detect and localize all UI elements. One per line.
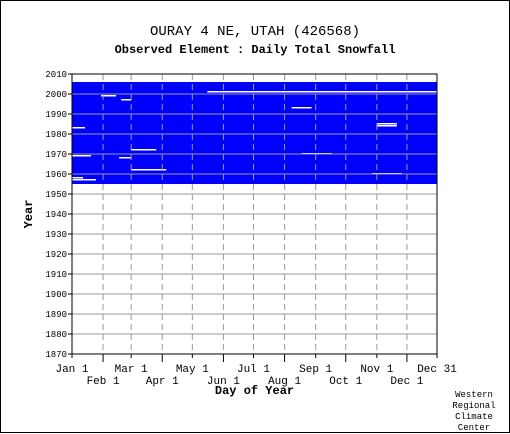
credit-line: Climate [455, 412, 493, 422]
missing-data-gap [121, 99, 132, 101]
y-tick-label: 1950 [45, 190, 67, 200]
missing-data-gap [376, 125, 397, 127]
y-tick-label: 1900 [45, 290, 67, 300]
snowfall-record-block [72, 82, 437, 184]
y-tick-label: 1890 [45, 310, 67, 320]
missing-data-gap [101, 95, 117, 97]
x-tick-label: Oct 1 [329, 376, 362, 388]
chart-subtitle: Observed Element : Daily Total Snowfall [114, 43, 396, 57]
missing-data-gap [131, 149, 157, 151]
x-tick-label: Jan 1 [55, 364, 88, 376]
y-tick-label: 1930 [45, 230, 67, 240]
x-tick-label: Feb 1 [87, 376, 120, 388]
y-axis-label: Year [22, 200, 36, 229]
y-tick-label: 1990 [45, 110, 67, 120]
missing-data-gap [119, 157, 132, 159]
y-tick-label: 1940 [45, 210, 67, 220]
x-tick-label: Aug 1 [268, 376, 301, 388]
missing-data-gap [131, 169, 167, 171]
credit-line: Center [457, 423, 491, 433]
x-tick-label: Sep 1 [299, 364, 332, 376]
x-axis-ticks: Jan 1 Mar 1 May 1 Jul 1 Sep 1 Nov 1 Dec 31 Feb … [55, 354, 457, 388]
chart-title: OURAY 4 NE, UTAH (426568) [149, 24, 361, 40]
data-layer [72, 82, 437, 184]
grid-layer [71, 73, 438, 355]
y-tick-label: 2000 [45, 90, 67, 100]
missing-data-gap [376, 123, 397, 125]
y-tick-label: 1880 [45, 330, 67, 340]
y-tick-label: 1870 [45, 350, 67, 360]
missing-data-gap [291, 107, 312, 109]
y-tick-label: 1920 [45, 250, 67, 260]
x-tick-label: Jun 1 [207, 376, 240, 388]
x-tick-label: Apr 1 [146, 376, 179, 388]
wrcc-credit: Western Regional Climate Center [444, 390, 504, 434]
missing-data-gap [72, 179, 97, 181]
y-axis-ticks: 1870 1880 1890 1900 1910 1920 1930 1940 1950 1960… [45, 70, 72, 360]
x-tick-label: Jul 1 [237, 364, 270, 376]
y-tick-label: 1910 [45, 270, 67, 280]
y-tick-label: 2010 [45, 70, 67, 80]
missing-data-gap [72, 177, 84, 179]
credit-line: Regional [452, 401, 496, 411]
y-tick-label: 1970 [45, 150, 67, 160]
y-tick-label: 1980 [45, 130, 67, 140]
missing-data-gap [72, 127, 86, 129]
x-axis-label: Day of Year [215, 384, 294, 398]
missing-data-gap [72, 155, 92, 157]
x-tick-label: Dec 1 [390, 376, 423, 388]
credit-line: Western [455, 390, 493, 400]
x-tick-label: Nov 1 [360, 364, 393, 376]
x-tick-label: May 1 [176, 364, 209, 376]
x-tick-label: Mar 1 [115, 364, 148, 376]
missing-data-gap [207, 91, 437, 93]
y-tick-label: 1960 [45, 170, 67, 180]
x-tick-label: Dec 31 [417, 364, 457, 376]
